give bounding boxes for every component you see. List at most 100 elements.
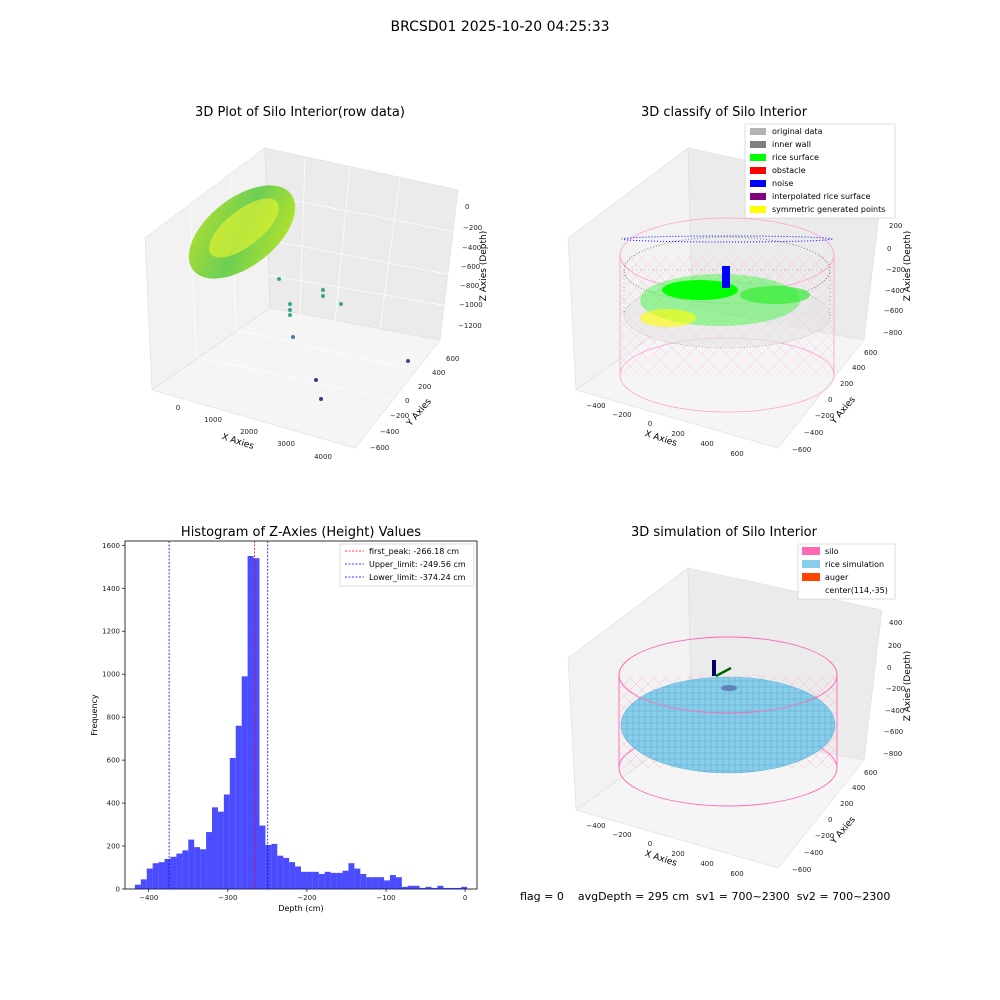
hist-bar — [425, 886, 432, 889]
svg-text:2000: 2000 — [240, 428, 258, 436]
svg-text:−200: −200 — [815, 832, 834, 840]
svg-text:0: 0 — [648, 840, 652, 848]
svg-text:−200: −200 — [612, 831, 631, 839]
hist-bar — [324, 871, 331, 889]
hist-xtick-label: −100 — [376, 894, 395, 902]
svg-text:400: 400 — [852, 364, 865, 372]
hist-legend: first_peak: -266.18 cm Upper_limit: -249… — [339, 543, 475, 587]
hist-bar — [312, 871, 319, 889]
hist-ytick-label: 1400 — [102, 585, 120, 593]
hist-bar — [229, 757, 236, 889]
svg-text:1000: 1000 — [204, 416, 222, 424]
hist-title: Histogram of Z-Axies (Height) Values — [181, 525, 421, 540]
hist-bar — [413, 885, 420, 889]
hist-bar — [419, 887, 426, 889]
svg-text:−400: −400 — [804, 849, 823, 857]
figure-title: BRCSD01 2025-10-20 04:25:33 — [390, 19, 609, 35]
hist-bar — [223, 794, 230, 889]
hist-bar — [437, 885, 444, 889]
hist-bar — [217, 811, 224, 889]
hist-ytick-label: 0 — [116, 886, 120, 894]
hist-bar — [431, 887, 438, 889]
panel4-auger — [712, 660, 716, 676]
hist-ylabel: Frequency — [90, 694, 99, 736]
svg-text:200: 200 — [418, 383, 431, 391]
legend-rice-simulation: rice simulation — [825, 560, 884, 569]
hist-bar — [401, 886, 408, 889]
hist-bar — [455, 887, 462, 889]
svg-text:200: 200 — [888, 642, 901, 650]
hist-bar — [182, 850, 189, 889]
hist-bar — [395, 877, 402, 889]
panel1-outlier-points — [277, 277, 410, 401]
hist-bar — [235, 725, 242, 889]
svg-text:0: 0 — [648, 420, 652, 428]
svg-text:−800: −800 — [883, 750, 902, 758]
hist-bar — [200, 849, 207, 889]
svg-text:600: 600 — [864, 349, 877, 357]
panel1-x-ticks: 0 1000 2000 3000 4000 — [176, 404, 332, 461]
status-footer: flag = 0 avgDepth = 295 cm sv1 = 700~230… — [520, 890, 890, 903]
hist-xtick-label: −400 — [139, 894, 158, 902]
panel4-zlabel: Z Axies (Depth) — [903, 651, 913, 722]
legend-auger: auger — [825, 573, 849, 582]
hist-bar — [283, 857, 290, 889]
hist-ytick-label: 400 — [107, 800, 120, 808]
hist-xtick-label: 0 — [463, 894, 467, 902]
hist-xtick-label: −300 — [218, 894, 237, 902]
hist-bar — [241, 676, 248, 889]
panel2-ylabel: Y Axies — [829, 395, 858, 427]
svg-text:−800: −800 — [460, 282, 479, 290]
hist-bar — [342, 870, 349, 889]
legend-lower-limit: Lower_limit: -374.24 cm — [369, 573, 466, 582]
hist-bar — [265, 844, 272, 889]
hist-bar — [277, 855, 284, 889]
panel2-title: 3D classify of Silo Interior — [641, 105, 808, 120]
hist-bar — [449, 887, 456, 889]
svg-text:0: 0 — [176, 404, 180, 412]
svg-text:−600: −600 — [370, 444, 389, 452]
hist-bar — [318, 873, 325, 889]
panel4-z-ticks: −800 −600 −400 −200 0 200 400 — [883, 619, 905, 758]
svg-text:−400: −400 — [380, 428, 399, 436]
hist-bar — [164, 858, 171, 889]
hist-bar — [461, 886, 468, 889]
panel1-y-ticks: −600 −400 −200 0 200 400 600 — [370, 355, 459, 452]
panel2-z-ticks: −800 −600 −400 −200 0 200 — [883, 222, 905, 337]
hist-bar — [378, 877, 385, 889]
svg-text:−400: −400 — [586, 822, 605, 830]
svg-text:600: 600 — [864, 769, 877, 777]
hist-bar — [407, 885, 414, 889]
hist-x-ticks: −400 −300 −200 −100 0 — [139, 889, 467, 902]
hist-reference-lines — [168, 541, 269, 889]
panel1-zlabel: Z Axies (Depth) — [479, 231, 489, 302]
svg-text:−200: −200 — [886, 266, 905, 274]
hist-bar — [271, 843, 278, 889]
hist-bar — [354, 868, 361, 889]
hist-axes-frame — [124, 540, 478, 890]
svg-text:−200: −200 — [463, 224, 482, 232]
hist-bar — [134, 884, 141, 889]
hist-bar — [146, 868, 153, 889]
svg-text:600: 600 — [730, 870, 743, 878]
panel2-y-ticks: −600 −400 −200 0 200 400 600 — [792, 349, 877, 454]
hist-ytick-label: 600 — [107, 757, 120, 765]
hist-bar — [306, 871, 313, 889]
panel4-silo-top — [618, 636, 838, 714]
hist-bar — [336, 872, 343, 889]
svg-text:−600: −600 — [884, 728, 903, 736]
svg-text:−200: −200 — [612, 411, 631, 419]
svg-text:−1000: −1000 — [459, 301, 483, 309]
hist-bar — [194, 847, 201, 889]
svg-text:400: 400 — [889, 619, 902, 627]
hist-bar — [330, 872, 337, 889]
svg-text:−400: −400 — [804, 429, 823, 437]
hist-bar — [170, 856, 177, 889]
panel2-zlabel: Z Axies (Depth) — [903, 231, 913, 302]
panel4-ylabel: Y Axies — [829, 815, 858, 847]
panel4-y-ticks: −600 −400 −200 0 200 400 600 — [792, 769, 877, 874]
svg-text:400: 400 — [432, 369, 445, 377]
svg-text:200: 200 — [889, 222, 902, 230]
hist-bar — [259, 825, 266, 889]
